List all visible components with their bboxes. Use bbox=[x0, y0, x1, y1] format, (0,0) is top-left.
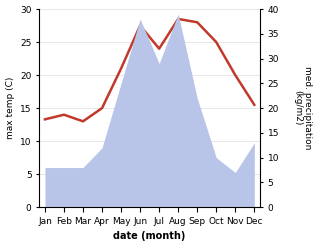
X-axis label: date (month): date (month) bbox=[114, 231, 186, 242]
Y-axis label: max temp (C): max temp (C) bbox=[5, 77, 15, 139]
Y-axis label: med. precipitation
(kg/m2): med. precipitation (kg/m2) bbox=[293, 66, 313, 150]
